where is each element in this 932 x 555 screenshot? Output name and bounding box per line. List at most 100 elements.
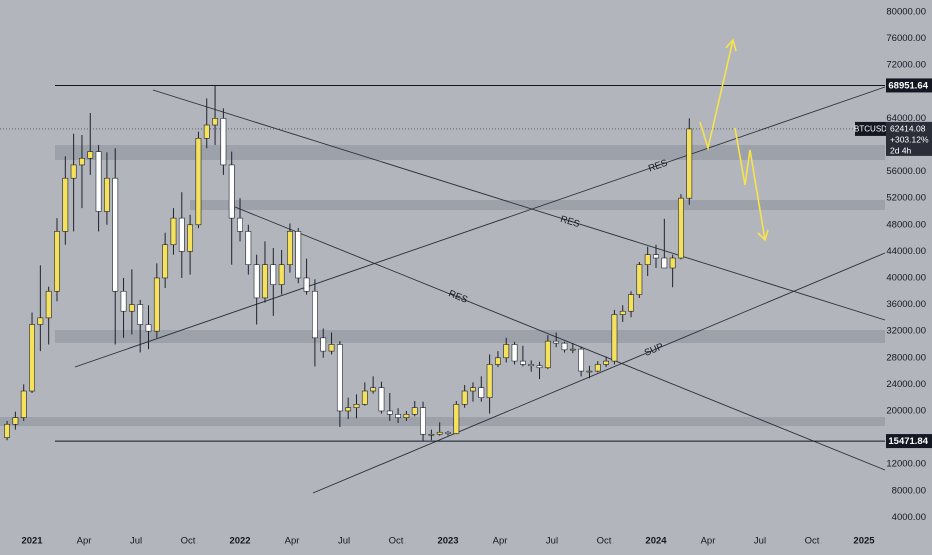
arrow-head xyxy=(757,229,769,242)
candles xyxy=(0,84,885,442)
y-tick-label: 4000.00 xyxy=(892,512,926,523)
candle-body xyxy=(361,390,368,405)
candle-body xyxy=(87,151,94,159)
zone xyxy=(55,145,885,160)
candle-body xyxy=(104,177,110,212)
x-tick-label: Oct xyxy=(805,536,820,547)
projection-arrows xyxy=(699,38,769,242)
y-tick-label: 28000.00 xyxy=(886,352,926,363)
y-tick-label: 80000.00 xyxy=(886,6,926,17)
candle-body xyxy=(569,348,576,351)
candle-body xyxy=(445,431,451,434)
y-tick-label: 8000.00 xyxy=(892,485,926,496)
annotation: RES xyxy=(559,214,581,230)
candle-body xyxy=(503,344,510,359)
trendline xyxy=(152,89,886,321)
candle-body xyxy=(669,257,676,269)
candle-body xyxy=(345,407,352,412)
price-badge-label: 15471.84 xyxy=(888,436,928,447)
y-tick-label: 36000.00 xyxy=(886,299,926,310)
candle-body xyxy=(287,231,293,265)
candle-body xyxy=(461,390,468,405)
candle-body xyxy=(311,290,318,339)
candle-body xyxy=(536,365,543,369)
candle-body xyxy=(320,337,327,352)
candle-body xyxy=(295,231,302,279)
x-tick-label: Jul xyxy=(754,536,766,547)
trendline xyxy=(312,252,886,494)
candle-body xyxy=(328,344,335,352)
candle-body xyxy=(212,118,218,126)
candle-body xyxy=(45,290,52,319)
y-tick-label: 52000.00 xyxy=(886,193,926,204)
candle-body xyxy=(678,197,684,259)
candle-body xyxy=(519,360,526,365)
x-tick-label: Apr xyxy=(77,536,92,547)
last-badge-value: 62414.08 xyxy=(890,124,926,134)
candle-body xyxy=(278,264,285,285)
x-tick-label: Oct xyxy=(181,536,196,547)
candle-body xyxy=(29,324,35,392)
y-tick-label: 12000.00 xyxy=(886,459,926,470)
candle-body xyxy=(653,254,659,259)
y-tick-label: 76000.00 xyxy=(886,33,926,44)
y-tick-label: 56000.00 xyxy=(886,166,926,177)
candle-body xyxy=(79,157,85,166)
candle-body xyxy=(95,151,102,212)
x-tick-label: Oct xyxy=(597,536,612,547)
trendline xyxy=(74,86,886,368)
candle-body xyxy=(378,387,385,412)
price-badge xyxy=(886,78,932,93)
x-tick-label: Jul xyxy=(546,536,558,547)
axes: 4000.00 8000.00 12000.00 20000.00 24000.00 28… xyxy=(21,6,932,547)
candle-body xyxy=(578,348,585,372)
candle-body xyxy=(486,364,493,398)
candle-body xyxy=(561,342,568,351)
candle-body xyxy=(303,277,310,292)
candle-body xyxy=(112,177,119,292)
candle-body xyxy=(253,264,260,299)
candle-body xyxy=(594,364,601,372)
candle-body xyxy=(395,413,401,418)
candle-body xyxy=(220,118,227,166)
x-tick-label: Jul xyxy=(130,536,142,547)
y-tick-label: 64000.00 xyxy=(886,113,926,124)
candle-body xyxy=(686,128,693,199)
candle-body xyxy=(386,410,393,415)
last-badge-change: +303.12% xyxy=(890,135,929,145)
candle-body xyxy=(586,370,593,373)
candle-body xyxy=(262,264,268,299)
candle-body xyxy=(528,364,535,367)
candle-body xyxy=(453,404,460,434)
x-tick-label: Apr xyxy=(285,536,300,547)
y-tick-label: 24000.00 xyxy=(886,379,926,390)
zones xyxy=(0,145,885,426)
candle-body xyxy=(628,294,634,312)
zone xyxy=(0,417,885,426)
trendline xyxy=(234,206,886,471)
candle-body xyxy=(237,217,243,232)
candle-body xyxy=(619,310,626,315)
zone xyxy=(55,330,885,343)
x-tick-label: Jul xyxy=(338,536,350,547)
x-tick-label: 2022 xyxy=(229,536,250,547)
x-tick-label: 2023 xyxy=(437,536,458,547)
last-badge-countdown: 2d 4h xyxy=(890,146,912,156)
candle-body xyxy=(370,387,377,392)
candle-body xyxy=(470,387,476,392)
x-tick-label: 2025 xyxy=(853,536,875,547)
x-tick-label: Apr xyxy=(493,536,508,547)
candle-body xyxy=(70,164,77,179)
candle-body xyxy=(661,257,668,269)
candle-body xyxy=(178,217,185,252)
candle-body xyxy=(478,387,485,398)
candle-body xyxy=(403,413,410,418)
y-tick-label: 48000.00 xyxy=(886,219,926,230)
candle-body xyxy=(37,317,44,325)
candle-body xyxy=(62,177,69,232)
candle-body xyxy=(336,344,343,412)
candle-body xyxy=(428,433,435,436)
last-badge xyxy=(886,121,932,156)
candle-body xyxy=(195,138,202,226)
